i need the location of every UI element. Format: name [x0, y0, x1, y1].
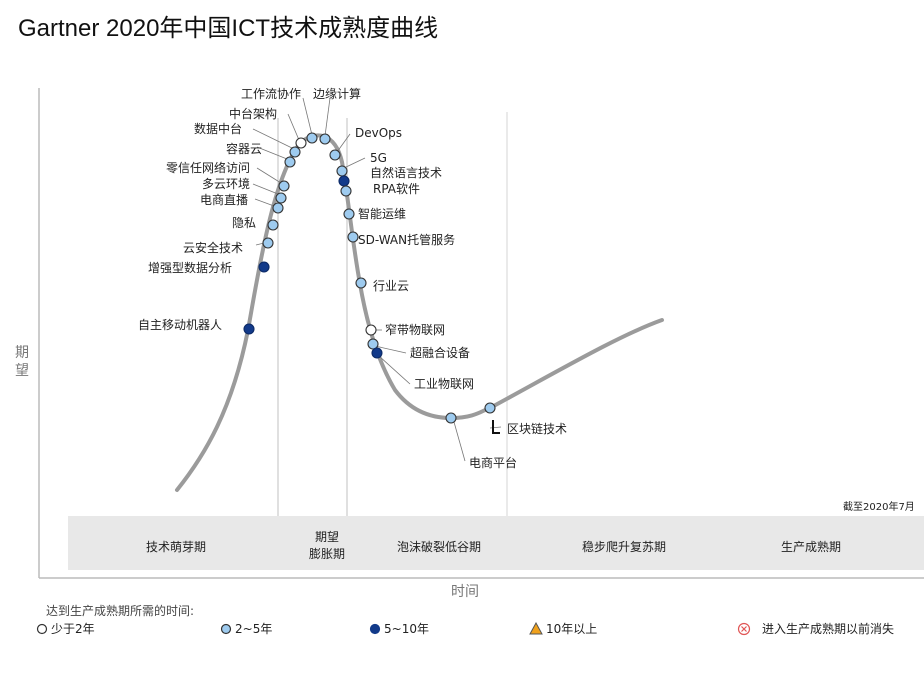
label-tech-18: 行业云 [373, 279, 409, 293]
legend-dark-blue-circle-icon [369, 623, 381, 634]
marker-tech-17 [347, 231, 359, 243]
hype-cycle-chart: 截至2020年7月 期 望 时间 技术萌芽期 期望 膨胀期 泡沫破裂低谷期 稳步… [15, 86, 924, 600]
marker-tech-2 [262, 237, 274, 249]
legend-item-gt10: 10年以上 [529, 620, 597, 637]
legend: 达到生产成熟期所需的时间: 少于2年 2~5年 5~10年 10年以上 进入生产… [36, 602, 916, 642]
label-tech-3: 隐私 [232, 216, 256, 230]
label-tech-5: 多云环境 [202, 176, 250, 191]
label-tech-0: 自主移动机器人 [138, 318, 222, 332]
leader-line-tech-22 [453, 421, 466, 462]
legend-orange-triangle-icon [529, 622, 543, 635]
label-tech-4: 电商直播 [200, 192, 248, 207]
legend-obsolete-x-icon [737, 622, 751, 635]
legend-item-lt2: 少于2年 [36, 620, 95, 637]
label-tech-19: 窄带物联网 [385, 322, 445, 337]
leader-line-tech-12 [336, 133, 351, 153]
leader-line-tech-7 [256, 146, 288, 160]
leader-line-tech-4 [254, 198, 275, 207]
phase-band [68, 516, 924, 570]
legend-label-obsolete: 进入生产成熟期以前消失 [762, 622, 895, 636]
label-tech-11: 边缘计算 [313, 86, 361, 101]
legend-title: 达到生产成熟期所需的时间: [46, 604, 195, 618]
label-tech-12: DevOps [355, 126, 402, 140]
label-tech-20: 超融合设备 [410, 345, 470, 360]
marker-tech-15 [340, 185, 352, 197]
legend-label-lt2: 少于2年 [51, 622, 95, 636]
date-note: 截至2020年7月 [843, 500, 915, 513]
chart-title: Gartner 2020年中国ICT技术成熟度曲线 [18, 15, 439, 42]
label-tech-22: 电商平台 [469, 455, 517, 470]
phase-label-trough: 泡沫破裂低谷期 [397, 539, 481, 554]
label-tech-21: 工业物联网 [414, 377, 474, 391]
marker-tech-5 [275, 192, 287, 204]
leader-line-tech-21 [378, 355, 411, 385]
leader-line-tech-13 [343, 157, 366, 169]
marker-tech-8 [289, 146, 301, 158]
label-tech-6: 零信任网络访问 [166, 160, 250, 175]
marker-tech-12 [329, 149, 341, 161]
marker-tech-23 [484, 402, 496, 414]
marker-tech-13 [336, 165, 348, 177]
leader-line-tech-8 [252, 128, 293, 149]
marker-tech-10 [306, 132, 318, 144]
legend-item-obsolete: 进入生产成熟期以前消失 [737, 620, 894, 637]
legend-item-5to10: 5~10年 [369, 620, 429, 637]
legend-label-5to10: 5~10年 [384, 622, 429, 636]
marker-tech-7 [284, 156, 296, 168]
label-tech-15: RPA软件 [373, 182, 420, 196]
y-axis-label-char-2: 望 [15, 363, 29, 379]
marker-tech-4 [272, 202, 284, 214]
marker-tech-18 [355, 277, 367, 289]
legend-label-2to5: 2~5年 [235, 622, 273, 636]
marker-tech-6 [278, 180, 290, 192]
label-tech-8: 数据中台 [194, 121, 242, 136]
label-tech-13: 5G [370, 151, 387, 165]
marker-tech-16 [343, 208, 355, 220]
legend-item-2to5: 2~5年 [220, 620, 272, 637]
label-tech-14: 自然语言技术 [370, 165, 442, 180]
phase-label-plateau: 生产成熟期 [781, 539, 841, 554]
y-axis-label-char-1: 期 [15, 345, 29, 361]
marker-tech-19 [365, 324, 377, 336]
label-tech-2: 云安全技术 [183, 240, 243, 255]
marker-tech-1 [258, 261, 270, 273]
leader-line-tech-5 [252, 183, 279, 195]
leader-line-tech-10 [302, 97, 313, 136]
label-tech-9: 中台架构 [229, 106, 277, 121]
phase-label-slope: 稳步爬升复苏期 [582, 539, 666, 554]
marker-tech-22 [445, 412, 457, 424]
legend-label-gt10: 10年以上 [546, 622, 598, 636]
marker-tech-21 [371, 347, 383, 359]
legend-open-circle-icon [36, 623, 48, 634]
phase-label-innovation: 技术萌芽期 [146, 540, 206, 554]
marker-tech-9 [295, 137, 307, 149]
marker-tech-11 [319, 133, 331, 145]
blockchain-bracket [492, 420, 500, 434]
label-tech-16: 智能运维 [358, 206, 406, 221]
marker-tech-20 [367, 338, 379, 350]
leader-line-tech-23 [489, 426, 502, 429]
phase-label-peak-line-2: 膨胀期 [309, 547, 345, 561]
leader-line-tech-9 [287, 113, 300, 141]
label-tech-1: 增强型数据分析 [148, 260, 232, 275]
legend-light-blue-circle-icon [220, 623, 232, 634]
leader-line-tech-11 [324, 97, 331, 137]
phase-label-peak-line-1: 期望 [315, 530, 339, 544]
marker-tech-3 [267, 219, 279, 231]
marker-tech-0 [243, 323, 255, 335]
x-axis-label: 时间 [451, 584, 479, 600]
label-tech-7: 容器云 [226, 141, 262, 156]
leader-line-tech-6 [256, 167, 282, 184]
label-tech-23: 区块链技术 [507, 421, 567, 436]
marker-tech-14 [338, 175, 350, 187]
label-tech-10: 工作流协作 [241, 86, 301, 101]
label-tech-17: SD-WAN托管服务 [358, 232, 455, 247]
leader-line-tech-20 [374, 345, 407, 354]
